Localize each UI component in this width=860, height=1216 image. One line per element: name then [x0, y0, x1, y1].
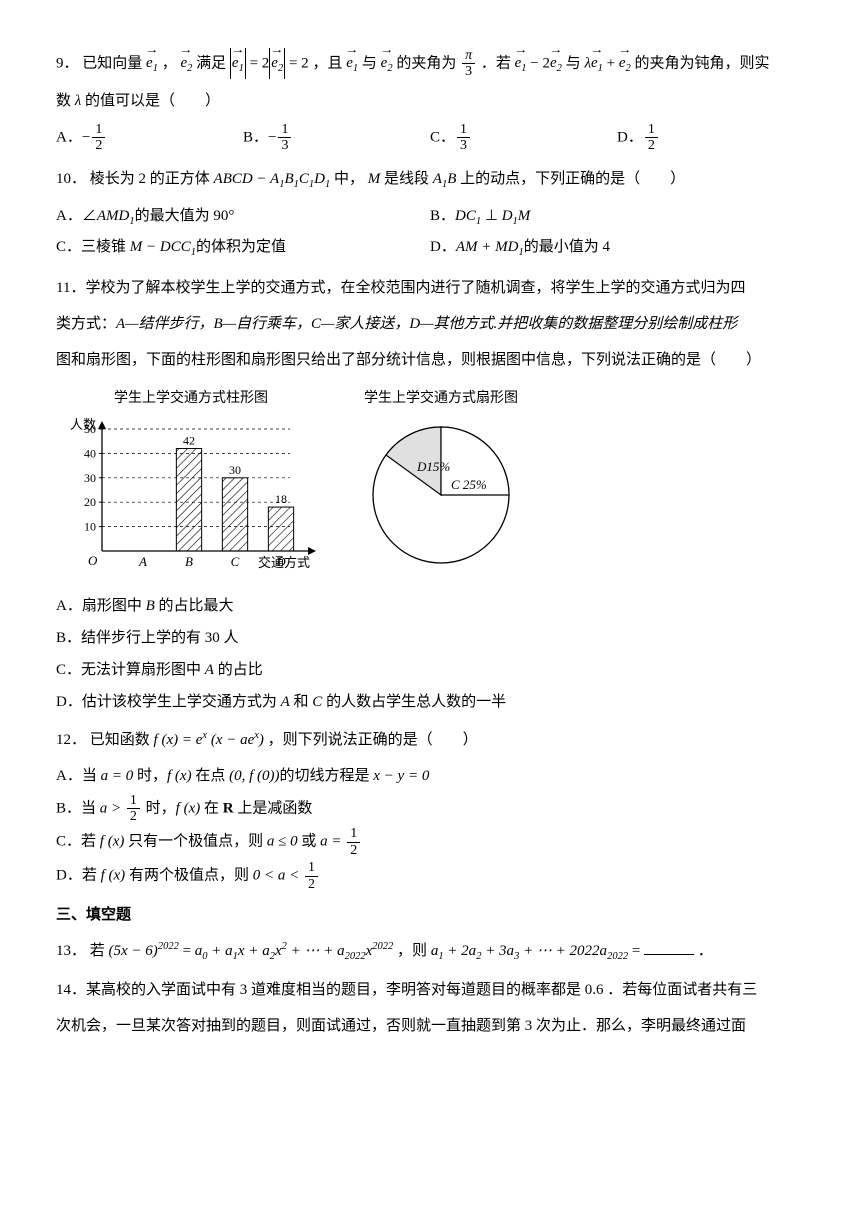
svg-text:42: 42 [183, 433, 195, 447]
q14-line1: 14．某高校的入学面试中有 3 道难度相当的题目，李明答对每道题目的概率都是 0… [56, 975, 804, 1005]
bar-chart-svg: 1020304050人数O交通方式A42B30C18D [66, 417, 316, 577]
svg-text:人数: 人数 [70, 417, 96, 432]
q9-options: A．−12 B．−13 C．13 D．12 [56, 122, 804, 154]
q12-stem: 12． 已知函数 f (x) = ex (x − aex) ，则下列说法正确的是… [56, 725, 804, 755]
abs-e1: e1 [230, 48, 246, 79]
q11-stem: 11．学校为了解本校学生上学的交通方式，在全校范围内进行了随机调查，将学生上学的… [56, 273, 804, 303]
pie-chart-svg: D15%C 25% [356, 417, 526, 567]
svg-text:30: 30 [229, 462, 241, 476]
q12-number: 12． [56, 732, 86, 748]
question-9: 9． 已知向量 e1 ， e2 满足 e1 = 2e2 = 2 ，且 e1 与 … [56, 48, 804, 154]
svg-text:C 25%: C 25% [451, 477, 487, 492]
q14-line2: 次机会，一旦某次答对抽到的题目，则面试通过，否则就一直抽题到第 3 次为止．那么… [56, 1011, 804, 1041]
q13-blank [644, 940, 694, 955]
question-14: 14．某高校的入学面试中有 3 道难度相当的题目，李明答对每道题目的概率都是 0… [56, 975, 804, 1041]
svg-text:D: D [275, 554, 286, 569]
q9-option-d: D．12 [617, 122, 804, 154]
q11-option-c: C．无法计算扇形图中 A 的占比 [56, 655, 804, 685]
q10-option-d: D．AM + MD1的最小值为 4 [430, 232, 804, 263]
q9-number: 9． [56, 55, 79, 71]
q13-stem: 13． 若 (5x − 6)2022 = a0 + a1x + a2x2 + ⋯… [56, 936, 804, 967]
q13-number: 13． [56, 943, 86, 959]
svg-text:D15%: D15% [416, 459, 450, 474]
svg-text:10: 10 [84, 519, 96, 533]
q9-stem: 9． 已知向量 e1 ， e2 满足 e1 = 2e2 = 2 ，且 e1 与 … [56, 48, 804, 80]
pie-chart-title: 学生上学交通方式扇形图 [364, 385, 518, 413]
q12-option-b: B．当 a > 12 时，f (x) 在 R 上是减函数 [56, 793, 804, 825]
q9-option-b: B．−13 [243, 122, 430, 154]
q11-number: 11． [56, 280, 85, 296]
q10-option-a: A．∠AMD1的最大值为 90° [56, 201, 430, 232]
abs-e2: e2 [269, 48, 285, 79]
q10-options: A．∠AMD1的最大值为 90° B．DC1 ⊥ D1M C．三棱锥 M − D… [56, 201, 804, 263]
q11-option-d: D．估计该校学生上学交通方式为 A 和 C 的人数占学生总人数的一半 [56, 687, 804, 717]
vector-e2-icon: e2 [180, 48, 192, 79]
svg-text:O: O [88, 553, 98, 568]
question-11: 11．学校为了解本校学生上学的交通方式，在全校范围内进行了随机调查，将学生上学的… [56, 273, 804, 717]
section-3-title: 三、填空题 [56, 900, 804, 930]
q11-option-b: B．结伴步行上学的有 30 人 [56, 623, 804, 653]
q10-number: 10． [56, 171, 86, 187]
q9-option-a: A．−12 [56, 122, 243, 154]
svg-text:30: 30 [84, 470, 96, 484]
q10-stem: 10． 棱长为 2 的正方体 ABCD − A1B1C1D1 中， M 是线段 … [56, 164, 804, 195]
q12-option-c: C．若 f (x) 只有一个极值点，则 a ≤ 0 或 a = 12 [56, 826, 804, 858]
svg-text:C: C [231, 554, 240, 569]
question-12: 12． 已知函数 f (x) = ex (x − aex) ，则下列说法正确的是… [56, 725, 804, 892]
bar-chart: 学生上学交通方式柱形图 1020304050人数O交通方式A42B30C18D [66, 385, 316, 577]
svg-text:20: 20 [84, 495, 96, 509]
bar-chart-title: 学生上学交通方式柱形图 [114, 385, 268, 413]
q12-option-a: A．当 a = 0 时，f (x) 在点 (0, f (0))的切线方程是 x … [56, 761, 804, 791]
q14-number: 14． [56, 982, 86, 998]
svg-text:A: A [138, 554, 147, 569]
q11-charts: 学生上学交通方式柱形图 1020304050人数O交通方式A42B30C18D … [66, 385, 804, 577]
pi-over-3: π3 [462, 48, 475, 80]
q10-option-b: B．DC1 ⊥ D1M [430, 201, 804, 232]
svg-text:B: B [185, 554, 193, 569]
q11-option-a: A．扇形图中 B 的占比最大 [56, 591, 804, 621]
q12-option-d: D．若 f (x) 有两个极值点，则 0 < a < 12 [56, 860, 804, 892]
q11-options: A．扇形图中 B 的占比最大 B．结伴步行上学的有 30 人 C．无法计算扇形图… [56, 591, 804, 717]
question-10: 10． 棱长为 2 的正方体 ABCD − A1B1C1D1 中， M 是线段 … [56, 164, 804, 263]
q9-option-c: C．13 [430, 122, 617, 154]
q12-options: A．当 a = 0 时，f (x) 在点 (0, f (0))的切线方程是 x … [56, 761, 804, 892]
q10-option-c: C．三棱锥 M − DCC1的体积为定值 [56, 232, 430, 263]
svg-text:18: 18 [275, 492, 287, 506]
question-13: 13． 若 (5x − 6)2022 = a0 + a1x + a2x2 + ⋯… [56, 936, 804, 967]
pie-chart: 学生上学交通方式扇形图 D15%C 25% [356, 385, 526, 567]
svg-text:40: 40 [84, 446, 96, 460]
q9-stem-line2: 数 λ 的值可以是（ ） [56, 86, 804, 116]
vector-e1-icon: e1 [146, 48, 158, 79]
